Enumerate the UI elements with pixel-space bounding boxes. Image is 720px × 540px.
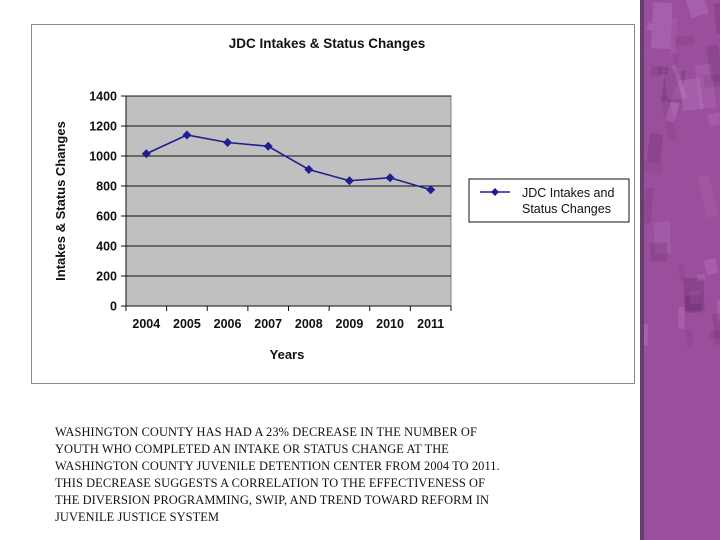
band-texture-patch [665,85,685,124]
caption-line-5: THE DIVERSION PROGRAMMING, SWIP, AND TRE… [55,493,490,507]
y-tick-label: 200 [96,270,117,284]
band-texture-patch [702,73,720,89]
band-texture-patch [651,2,673,49]
band-edge [640,0,644,540]
caption-line-4: THIS DECREASE SUGGESTS A CORRELATION TO … [55,476,486,490]
legend-label-line-1: JDC Intakes and [522,186,614,200]
legend-box [468,178,630,223]
x-tick-label: 2007 [254,317,282,331]
band-texture-patch [653,221,672,255]
band-texture-patch [671,64,688,100]
data-point-marker [182,130,192,140]
caption-text: WASHINGTON COUNTY HAS HAD A 23% DECREASE… [55,424,620,526]
data-point-marker [223,138,233,147]
band-texture-patch [664,68,685,100]
band-texture-patch [683,277,705,311]
legend-marker [491,188,499,196]
band-texture [640,0,720,540]
band-texture-patch [646,22,654,31]
chart-title: JDC Intakes & Status Changes [229,36,426,51]
band-texture-patch [669,18,678,54]
y-tick-label: 1000 [89,150,117,164]
data-point-marker [263,141,273,151]
band-texture-patch [678,77,704,112]
y-tick-label: 800 [96,180,117,194]
band-texture-patch [657,66,668,75]
band-texture-patch [707,111,720,127]
chart-container: JDC Intakes & Status Changes 0 200 400 600 8… [31,24,635,384]
band-texture-patch [661,68,686,104]
x-tick-label: 2006 [214,317,242,331]
band-texture-patch [649,242,668,262]
x-axis-label: Years [270,347,305,362]
band-texture-patch [686,329,693,346]
legend: JDC Intakes and Status Changes [468,178,630,223]
caption-line-6: JUVENILE JUSTICE SYSTEM [55,510,220,524]
data-point-marker [426,185,436,195]
caption-line-2: YOUTH WHO COMPLETED AN INTAKE OR STATUS … [55,442,449,456]
band-texture-patch [646,132,664,164]
y-tick-label: 1400 [89,90,117,104]
band-texture-patch [643,160,663,174]
band-texture-patch [712,312,720,345]
band-texture-patch [705,44,720,83]
band-texture-patch [672,53,679,80]
y-tick-label: 0 [110,300,117,314]
x-tick-label: 2004 [132,317,160,331]
data-point-marker [344,176,354,186]
x-tick-label: 2011 [417,317,444,331]
band-texture-patch [684,0,709,19]
band-texture-patch [678,263,686,282]
legend-label-line-2: Status Changes [522,202,611,216]
band-texture-patch [660,94,678,142]
band-texture-patch [689,290,701,304]
x-tick-label: 2009 [336,317,364,331]
y-tick-label: 1200 [89,120,117,134]
y-tick-label: 400 [96,240,117,254]
x-tick-label: 2005 [173,317,201,331]
data-point-marker [141,149,151,159]
line-chart: JDC Intakes & Status Changes 0 200 400 600 8… [53,36,630,362]
x-tick-label: 2010 [376,317,404,331]
band-texture-patch [697,174,719,219]
caption-line-1: WASHINGTON COUNTY HAS HAD A 23% DECREASE… [55,425,477,439]
y-tick-label: 600 [96,210,117,224]
y-axis-label: Intakes & Status Changes [53,121,68,281]
band-texture-patch [703,258,719,276]
caption-line-3: WASHINGTON COUNTY JUVENILE DETENTION CEN… [55,459,500,473]
band-texture-patch [678,307,685,329]
data-point-marker [304,165,314,174]
band-texture-patch [696,273,706,282]
band-texture-patch [694,63,717,110]
band-texture-patch [650,65,662,78]
series-line [145,134,431,191]
band-texture-patch [674,34,696,47]
band-texture-patch [642,187,654,224]
decorative-side-band [640,0,720,540]
plot-area [125,95,452,307]
band-background [640,0,720,540]
band-texture-patch [684,295,702,313]
x-tick-label: 2008 [295,317,323,331]
data-point-marker [385,173,395,183]
